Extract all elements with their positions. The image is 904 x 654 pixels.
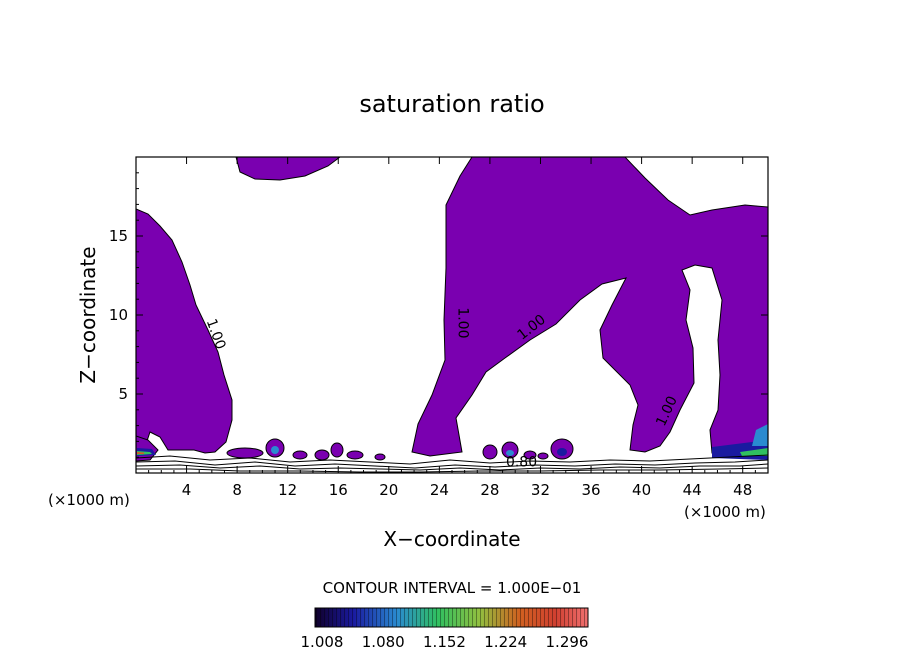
region-left: [136, 208, 233, 454]
x-tick-label: 24: [430, 481, 449, 499]
contour-label: 0.80: [506, 455, 537, 471]
x-tick-label: 12: [278, 481, 297, 499]
contour-line: [136, 467, 768, 473]
cell: [292, 450, 308, 460]
cell: [506, 450, 514, 456]
y-axis-title: Z−coordinate: [76, 246, 100, 383]
surface-contours: [136, 454, 768, 473]
saturation-regions: [136, 157, 768, 457]
x-axis-title: X−coordinate: [383, 527, 520, 551]
cell: [314, 449, 330, 461]
contour-line: [136, 459, 768, 469]
y-unit-label: (×1000 m): [48, 491, 130, 509]
cell: [271, 446, 279, 454]
colorbar-label: 1.224: [484, 633, 527, 651]
cell: [752, 424, 768, 446]
surface-cells: [136, 424, 768, 462]
y-tick-label: 15: [109, 227, 128, 245]
x-tick-label: 40: [632, 481, 651, 499]
colorbar-label: 1.080: [362, 633, 405, 651]
cell: [523, 450, 537, 460]
x-tick-label: 44: [683, 481, 702, 499]
x-axis-ticks: 4 8 12 16 20 24 28 32 36 40 44 48: [148, 157, 756, 499]
contour-line: [136, 463, 768, 471]
x-tick-label: 36: [581, 481, 600, 499]
cell: [537, 452, 549, 460]
y-tick-label: 10: [109, 306, 128, 324]
x-unit-label: (×1000 m): [684, 503, 766, 521]
cell: [346, 450, 364, 460]
colorbar-stripes: [315, 608, 588, 627]
contour-line: [136, 454, 768, 465]
y-tick-label: 5: [118, 385, 128, 403]
cell: [137, 452, 144, 454]
x-tick-label: 32: [531, 481, 550, 499]
cell: [482, 444, 498, 460]
y-axis-ticks: 5 10 15: [109, 172, 768, 458]
x-tick-label: 16: [329, 481, 348, 499]
colorbar-label: 1.152: [423, 633, 466, 651]
cell: [740, 448, 768, 456]
x-tick-label: 20: [379, 481, 398, 499]
x-tick-label: 4: [182, 481, 192, 499]
colorbar-label: 1.296: [546, 633, 589, 651]
contour-interval-text: CONTOUR INTERVAL = 1.000E−01: [323, 579, 582, 597]
contour-label: 1.00: [454, 307, 470, 338]
cell: [374, 453, 386, 461]
colorbar-frame: [314, 607, 589, 628]
x-tick-label: 8: [232, 481, 242, 499]
x-tick-label: 48: [733, 481, 752, 499]
chart-title: saturation ratio: [359, 90, 544, 118]
colorbar-labels: 1.008 1.080 1.152 1.224 1.296: [301, 633, 589, 651]
cell: [557, 448, 567, 456]
colorbar-label: 1.008: [301, 633, 344, 651]
cell: [226, 447, 264, 459]
x-tick-label: 28: [480, 481, 499, 499]
cell: [330, 442, 344, 458]
colorbar: 1.008 1.080 1.152 1.224 1.296: [301, 607, 589, 651]
